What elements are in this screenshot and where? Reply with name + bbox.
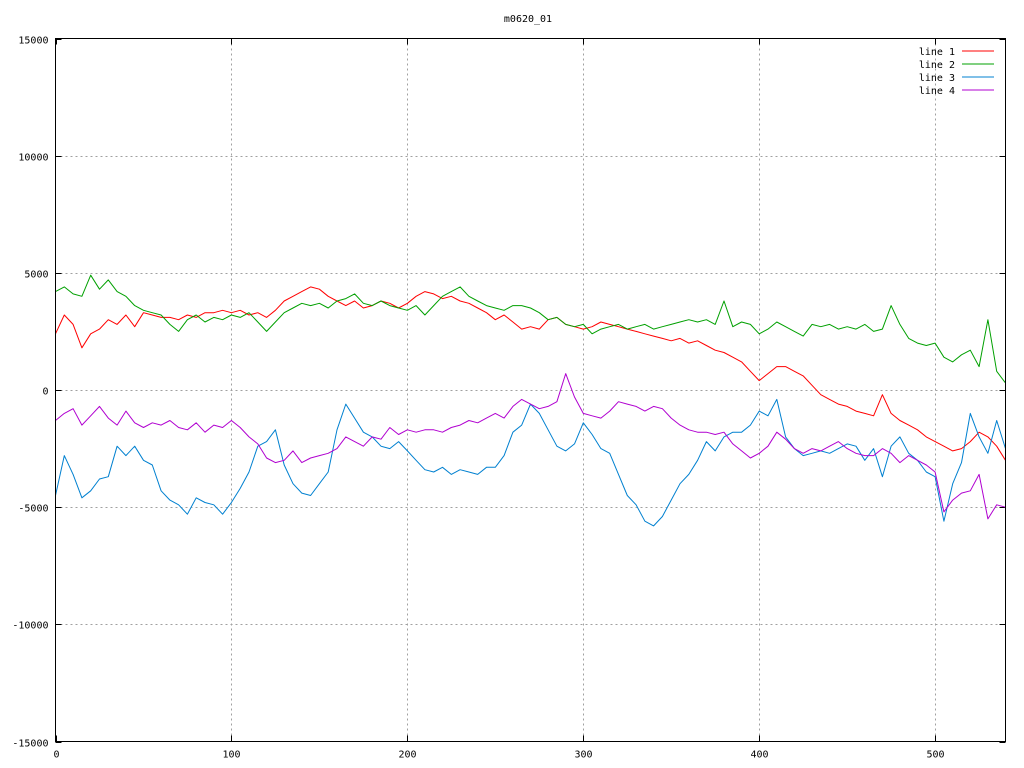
x-tick-label: 400: [750, 750, 768, 761]
series-line-3: [55, 398, 1006, 527]
axis-ticks: [55, 38, 1006, 743]
series-lines: [55, 274, 1006, 527]
legend-label-1: line 1: [919, 47, 955, 58]
x-tick-label: 100: [222, 750, 240, 761]
y-tick-label: 0: [42, 387, 48, 398]
y-tick-label: 15000: [18, 36, 48, 47]
y-tick-label: 5000: [24, 270, 48, 281]
chart-title: m0620_01: [504, 14, 552, 25]
legend-label-4: line 4: [919, 86, 955, 97]
x-tick-label: 500: [926, 750, 944, 761]
x-tick-label: 0: [53, 750, 59, 761]
y-tick-label: 10000: [18, 153, 48, 164]
y-tick-label: -5000: [18, 504, 48, 515]
y-tick-label: -10000: [12, 621, 48, 632]
grid: [55, 38, 1006, 742]
tick-labels: 0 100 200 300 400 500 -15000 -10000 -5000 0 5000 10…: [12, 36, 944, 761]
series-line-1: [55, 286, 1006, 461]
plot-frame: [55, 38, 1006, 742]
series-line-4: [55, 373, 1006, 520]
legend: line 1 line 2 line 3 line 4: [919, 47, 994, 97]
x-tick-label: 300: [574, 750, 592, 761]
y-tick-label: -15000: [12, 739, 48, 750]
series-line-2: [55, 274, 1006, 384]
legend-label-3: line 3: [919, 73, 955, 84]
legend-label-2: line 2: [919, 60, 955, 71]
x-tick-label: 200: [398, 750, 416, 761]
